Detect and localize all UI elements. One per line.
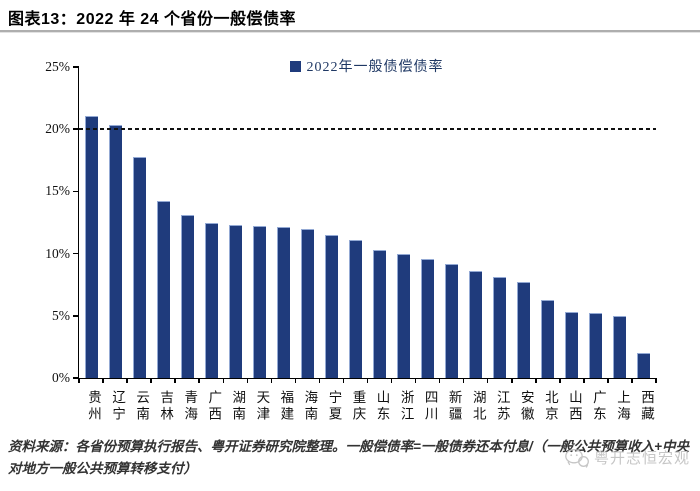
x-axis-tick — [583, 378, 585, 383]
chart-legend: 2022年一般债偿债率 — [78, 58, 655, 75]
x-axis-label: 安徽 — [518, 389, 534, 423]
bar — [132, 156, 146, 378]
x-axis-label: 四川 — [422, 389, 438, 423]
y-axis-label: 25% — [45, 59, 70, 74]
y-axis-label: 5% — [52, 307, 70, 323]
x-axis-tick — [102, 378, 104, 383]
y-axis-label: 20% — [45, 121, 70, 137]
x-axis-tick — [535, 378, 537, 383]
x-axis-label: 宁夏 — [326, 389, 342, 423]
y-axis-label: 15% — [45, 183, 70, 199]
figure-title: 图表13：2022 年 24 个省份一般偿债率 — [8, 11, 297, 28]
y-axis-tick — [73, 66, 79, 68]
x-axis-label: 西藏 — [638, 389, 654, 423]
x-axis-label: 贵州 — [86, 389, 102, 423]
x-axis-label: 山东 — [374, 389, 390, 423]
y-axis-tick — [73, 377, 79, 379]
bar — [421, 258, 435, 378]
x-axis-label: 江苏 — [494, 389, 510, 423]
bar — [541, 299, 555, 378]
x-axis-label: 上海 — [614, 389, 630, 423]
bar — [300, 228, 314, 378]
bar — [204, 222, 218, 378]
bar — [493, 277, 507, 378]
bar — [252, 226, 266, 378]
x-axis-tick — [318, 378, 321, 383]
x-axis-label: 广东 — [590, 389, 606, 423]
x-axis-tick — [294, 378, 297, 383]
x-axis-tick — [222, 378, 224, 383]
bar — [373, 249, 387, 378]
x-axis-tick — [607, 378, 609, 383]
x-axis-tick — [366, 378, 369, 383]
watermark-text: 粤开志恒宏观 — [593, 450, 690, 467]
x-axis-tick — [655, 378, 657, 383]
x-axis-label: 北京 — [542, 389, 558, 423]
reference-line-20pct — [79, 128, 656, 131]
bar — [613, 315, 627, 378]
x-axis-tick — [438, 378, 441, 383]
bar — [397, 253, 411, 378]
watermark: 粤开志恒宏观 — [564, 447, 690, 468]
bar — [517, 282, 531, 378]
bar — [445, 263, 459, 378]
x-axis-label: 新疆 — [446, 389, 462, 423]
x-axis-tick — [78, 378, 80, 383]
bar — [469, 271, 483, 378]
bar — [348, 239, 362, 378]
y-axis-tick — [73, 190, 79, 193]
x-axis-tick — [414, 378, 417, 383]
x-axis-label: 湖南 — [230, 389, 246, 423]
x-axis-tick — [150, 378, 152, 383]
x-axis-label: 海南 — [302, 389, 318, 423]
x-axis-label: 青海 — [182, 389, 198, 423]
legend-label: 2022年一般债偿债率 — [306, 60, 444, 75]
bar — [589, 313, 603, 378]
x-axis-label: 云南 — [134, 389, 150, 423]
x-axis-label: 广西 — [206, 389, 222, 423]
bar — [84, 115, 98, 378]
x-axis-tick — [174, 378, 176, 383]
y-axis-label: 10% — [45, 245, 70, 261]
legend-swatch — [289, 60, 301, 72]
x-axis-tick — [270, 378, 273, 383]
x-axis-tick — [126, 378, 128, 383]
bar — [324, 234, 338, 378]
y-axis-tick — [73, 315, 79, 317]
bar — [276, 227, 290, 378]
x-axis-label: 湖北 — [470, 389, 486, 423]
bar — [108, 125, 122, 378]
x-axis-tick — [486, 378, 489, 383]
x-axis-label: 吉林 — [158, 389, 174, 423]
x-axis-label: 重庆 — [350, 389, 366, 423]
title-divider — [0, 30, 700, 32]
x-axis-label: 福建 — [278, 389, 294, 423]
x-axis-tick — [390, 378, 393, 383]
bar — [565, 312, 579, 378]
bar — [637, 353, 651, 378]
x-axis-tick — [342, 378, 345, 383]
wechat-icon — [565, 448, 589, 468]
y-axis-label: 0% — [52, 370, 70, 385]
x-axis-tick — [198, 378, 200, 383]
x-axis-label: 山西 — [566, 389, 582, 423]
x-axis-tick — [462, 378, 465, 383]
y-axis-tick — [73, 252, 79, 255]
x-axis-label: 辽宁 — [110, 389, 126, 423]
bar — [180, 215, 194, 378]
x-axis-label: 浙江 — [398, 389, 414, 423]
bar — [228, 225, 242, 378]
x-axis-tick — [559, 378, 561, 383]
x-axis-label: 天津 — [254, 389, 270, 423]
x-axis-tick — [246, 378, 249, 383]
bar-chart-plot: 0% 5% 10% 15% 20% 25% 贵州 辽宁 云南 吉林 青海 广西 湖南 天津 福建 海南 宁夏 重庆… — [45, 60, 657, 423]
y-axis-tick — [73, 128, 79, 130]
source-note: 资料来源：各省份预算执行报告、粤开证券研究院整理。一般偿债率=一般债券还本付息/… — [8, 439, 690, 476]
x-axis-tick — [631, 378, 633, 383]
x-axis-tick — [511, 378, 513, 383]
bar — [156, 201, 170, 378]
